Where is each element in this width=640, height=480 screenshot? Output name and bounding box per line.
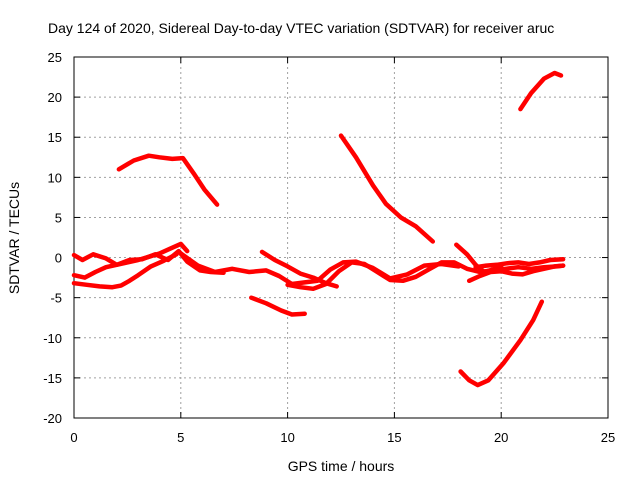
y-tick-label: 5 <box>55 210 62 225</box>
series-arc-2 <box>341 136 433 242</box>
grid <box>74 57 608 418</box>
y-tick-label: 25 <box>48 50 62 65</box>
y-tick-label: 20 <box>48 90 62 105</box>
x-axis-label: GPS time / hours <box>288 458 395 474</box>
y-tick-label: 10 <box>48 170 62 185</box>
x-tick-label: 0 <box>70 430 77 445</box>
y-tick-label: -5 <box>50 291 62 306</box>
series-arc-1 <box>119 156 217 205</box>
sdtvar-chart: Day 124 of 2020, Sidereal Day-to-day VTE… <box>0 0 640 480</box>
series-arc-3 <box>520 73 561 109</box>
x-tick-label: 10 <box>280 430 294 445</box>
x-tick-label: 5 <box>177 430 184 445</box>
y-tick-label: 0 <box>55 251 62 266</box>
y-tick-label: -10 <box>43 331 62 346</box>
y-tick-label: 15 <box>48 130 62 145</box>
x-tick-label: 20 <box>494 430 508 445</box>
y-tick-label: -20 <box>43 411 62 426</box>
series-arc-5 <box>251 298 304 315</box>
x-tick-label: 25 <box>601 430 615 445</box>
axis-ticks: 0 5 10 15 20 25 -20 -15 -10 -5 0 5 10 15 20 25 <box>43 50 615 445</box>
y-axis-label: SDTVAR / TECUs <box>6 182 22 294</box>
y-tick-label: -15 <box>43 371 62 386</box>
chart-title: Day 124 of 2020, Sidereal Day-to-day VTE… <box>48 20 554 36</box>
plot-frame <box>74 57 608 418</box>
series-layer <box>74 73 563 385</box>
x-tick-label: 15 <box>387 430 401 445</box>
